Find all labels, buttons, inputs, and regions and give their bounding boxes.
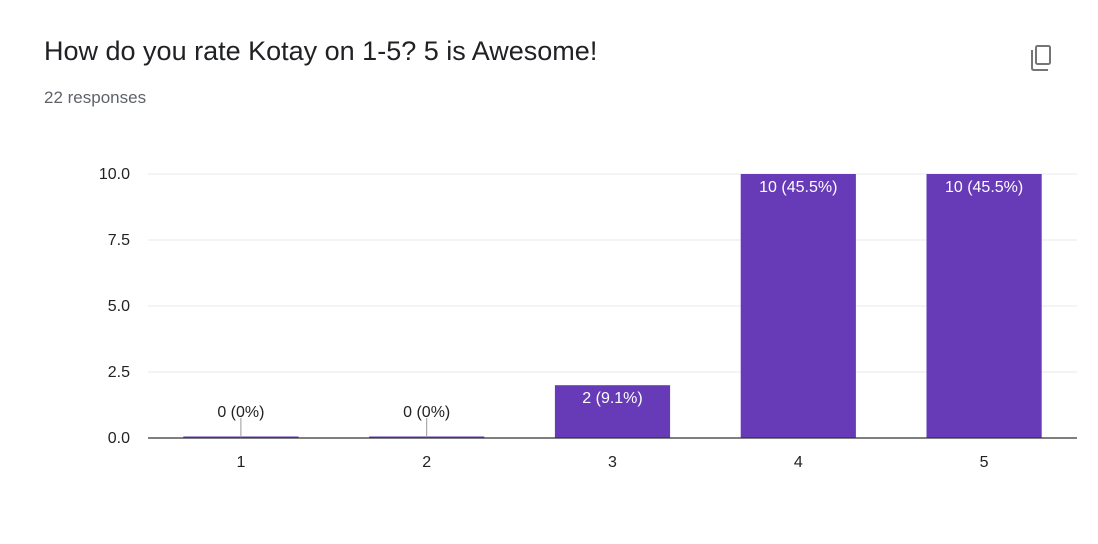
data-label: 2 (9.1%) xyxy=(582,390,642,407)
x-tick-label: 3 xyxy=(608,454,617,471)
y-tick-label: 2.5 xyxy=(108,364,130,381)
copy-icon xyxy=(1031,45,1051,71)
x-tick-label: 2 xyxy=(422,454,431,471)
bar xyxy=(740,174,856,438)
data-label: 0 (0%) xyxy=(403,404,450,421)
x-tick-label: 1 xyxy=(236,454,245,471)
y-tick-label: 10.0 xyxy=(99,166,130,183)
chart-title: How do you rate Kotay on 1-5? 5 is Aweso… xyxy=(44,36,598,66)
copy-button[interactable] xyxy=(1026,42,1058,74)
x-tick-label: 4 xyxy=(794,454,803,471)
y-tick-label: 5.0 xyxy=(108,298,130,315)
data-label: 0 (0%) xyxy=(217,404,264,421)
bar xyxy=(554,385,671,438)
y-tick-label: 7.5 xyxy=(108,232,130,249)
response-count: 22 responses xyxy=(44,88,147,107)
bar xyxy=(926,174,1042,438)
y-tick-label: 0.0 xyxy=(108,430,130,447)
data-label: 10 (45.5%) xyxy=(945,179,1023,196)
x-tick-label: 5 xyxy=(980,454,989,471)
data-label: 10 (45.5%) xyxy=(759,179,837,196)
